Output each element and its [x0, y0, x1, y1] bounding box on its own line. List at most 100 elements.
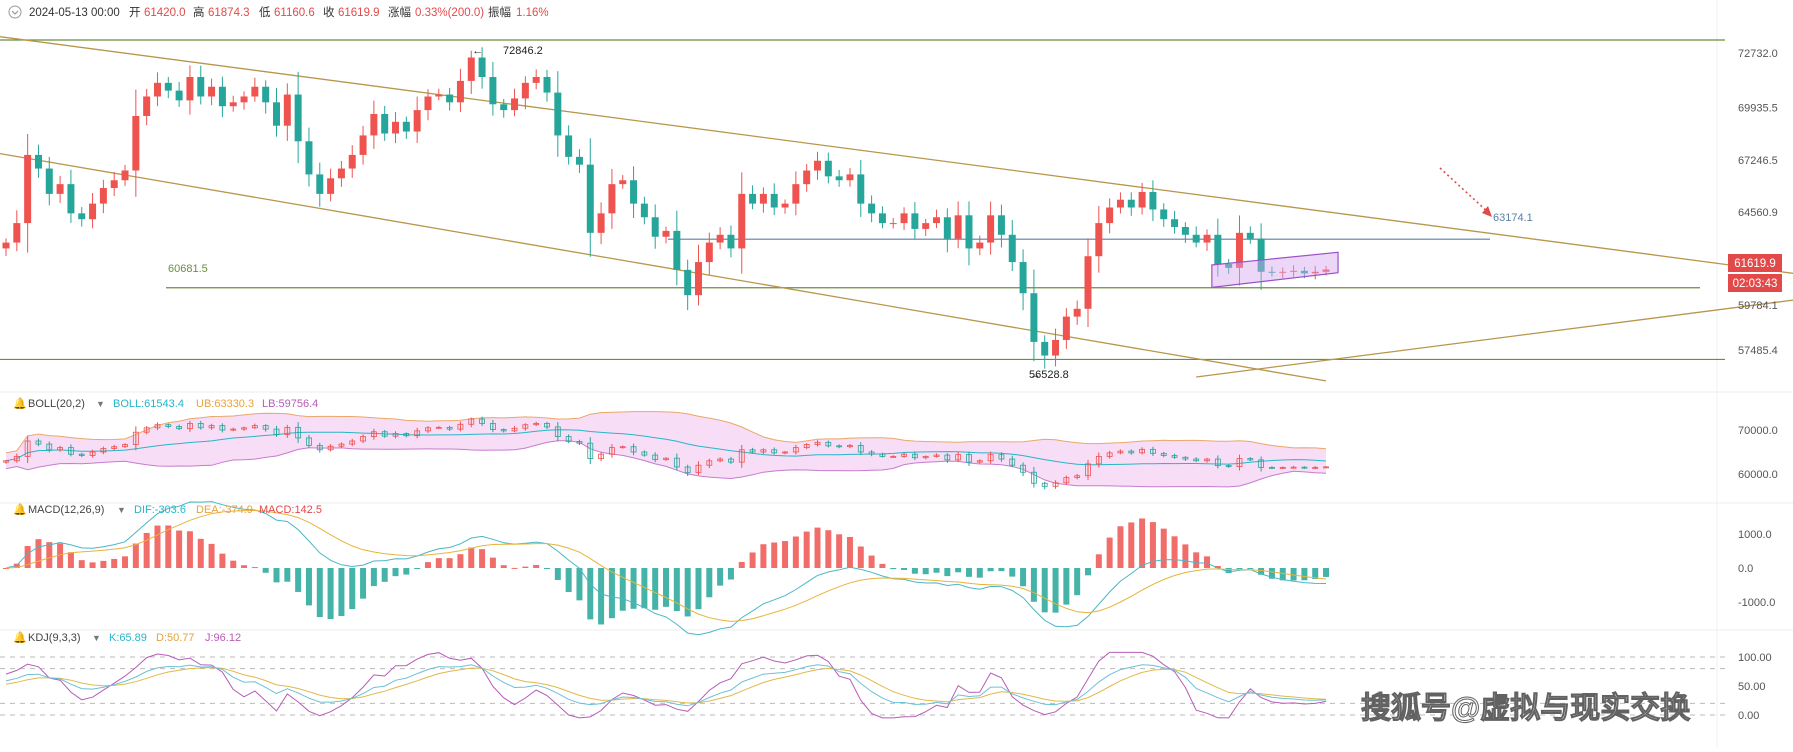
- candle-body: [922, 223, 930, 229]
- price-tick-label: 64560.9: [1738, 207, 1778, 219]
- macd-histogram-bar: [122, 556, 129, 568]
- candle-body: [197, 76, 205, 97]
- macd-histogram-bar: [381, 568, 388, 582]
- boll-candle-body: [554, 426, 561, 438]
- macd-legend[interactable]: 🔔 MACD(12,26,9) ▼ DIF:-303.6 DEA:-374.9 …: [13, 503, 322, 516]
- price-axis[interactable]: 72732.069935.567246.564560.962174.759784…: [1738, 48, 1778, 357]
- macd-histogram-bar: [78, 560, 85, 568]
- candle-body: [262, 86, 270, 103]
- macd-histogram-bar: [457, 554, 464, 568]
- candle-body: [1095, 223, 1103, 257]
- candle-body: [110, 180, 118, 189]
- boll-candle-body: [414, 430, 421, 437]
- caret-down-icon[interactable]: ▼: [117, 505, 126, 515]
- candle-body: [34, 154, 42, 169]
- boll-candle-body: [533, 422, 540, 426]
- boll-candle-body: [273, 428, 280, 435]
- macd-histogram-bar: [901, 568, 908, 570]
- trend-line-3: [1196, 299, 1793, 378]
- boll-legend[interactable]: 🔔 BOLL(20,2) ▼ BOLL:61543.4 UB:63330.3 L…: [13, 397, 318, 410]
- price-pane[interactable]: ←→: [0, 33, 1793, 382]
- candle-body: [651, 217, 659, 237]
- boll-upper-line: [5, 411, 1327, 454]
- macd-value: MACD:142.5: [259, 504, 322, 516]
- boll-candle-body: [847, 444, 853, 448]
- candle-body: [56, 184, 64, 194]
- trend-line-1: [0, 36, 1793, 274]
- boll-pane[interactable]: 70000.0 60000.0: [3, 411, 1778, 490]
- boll-candle-body: [100, 448, 107, 453]
- macd-histogram-bar: [57, 543, 64, 568]
- candle-body: [575, 156, 583, 165]
- macd-histogram-bar: [695, 568, 702, 610]
- boll-candle-body: [825, 441, 832, 447]
- candle-body: [305, 141, 313, 175]
- macd-pane[interactable]: 1000.0 0.0 -1000.0: [3, 501, 1775, 636]
- boll-band-fill: [6, 411, 1326, 487]
- candle-body: [749, 193, 757, 204]
- candle-body: [1084, 256, 1092, 309]
- boll-ub: UB:63330.3: [196, 398, 254, 410]
- boll-candle-body: [197, 422, 204, 429]
- projection-arrow-line: [1439, 167, 1491, 215]
- kdj-pane[interactable]: 100.00 50.00 0.00: [0, 651, 1772, 722]
- candle-body: [348, 154, 356, 169]
- candle-body: [1246, 232, 1254, 239]
- candle-body: [868, 203, 876, 214]
- macd-histogram-bar: [89, 562, 96, 568]
- boll-candle-body: [1171, 455, 1178, 458]
- macd-tick-label: 1000.0: [1738, 529, 1772, 541]
- chevron-down-icon: [11, 10, 19, 15]
- boll-candle-body: [230, 428, 237, 431]
- candle-body: [143, 96, 151, 116]
- macd-histogram-bar: [933, 568, 940, 573]
- candle-body: [1138, 191, 1146, 208]
- macd-histogram-bar: [522, 566, 529, 568]
- amp-label: 振幅: [488, 5, 511, 19]
- low-arrow: →: [1030, 369, 1041, 381]
- candle-body: [1322, 269, 1330, 272]
- low-label: 低: [259, 6, 271, 19]
- boll-candle-body: [457, 423, 464, 430]
- caret-down-icon[interactable]: ▼: [92, 633, 101, 643]
- kdj-legend[interactable]: 🔔 KDJ(9,3,3) ▼ K:65.89 D:50.77 J:96.12: [13, 631, 241, 644]
- macd-histogram-bar: [684, 568, 691, 617]
- boll-candle-body: [738, 449, 745, 463]
- macd-histogram-bar: [598, 568, 605, 625]
- candle-body: [240, 96, 248, 103]
- kdj-d-line: [5, 667, 1327, 704]
- boll-candle-body: [609, 447, 615, 455]
- boll-candle-body: [46, 443, 53, 451]
- boll-candle-body: [544, 422, 550, 428]
- price-tick-label: 72732.0: [1738, 48, 1778, 60]
- caret-down-icon[interactable]: ▼: [96, 399, 105, 409]
- macd-histogram-bar: [154, 525, 161, 568]
- candle-body: [543, 76, 551, 93]
- macd-histogram-bar: [749, 552, 756, 568]
- boll-candle-body: [1106, 452, 1113, 457]
- annot-low: 56528.8: [1029, 369, 1069, 381]
- bell-icon: 🔔: [13, 631, 27, 644]
- macd-histogram-bar: [468, 547, 475, 568]
- boll-candle-body: [1225, 465, 1232, 468]
- candle-body: [467, 57, 475, 81]
- boll-candle-body: [1247, 458, 1254, 461]
- boll-candle-body: [360, 436, 366, 442]
- kdj-tick-label: 50.00: [1738, 681, 1766, 693]
- boll-candle-body: [435, 426, 442, 429]
- candle-body: [175, 90, 183, 101]
- macd-histogram-bar: [911, 568, 918, 574]
- candle-body: [997, 215, 1005, 235]
- macd-histogram-bar: [879, 563, 886, 568]
- boll-candle-body: [479, 418, 485, 424]
- macd-histogram-bar: [24, 545, 31, 568]
- macd-histogram-bar: [576, 568, 583, 601]
- collapse-icon[interactable]: [8, 5, 22, 19]
- boll-candle-body: [749, 449, 756, 453]
- macd-histogram-bar: [846, 536, 853, 568]
- macd-histogram-bar: [1139, 518, 1146, 568]
- boll-candle-body: [641, 451, 648, 456]
- boll-candle-body: [403, 433, 410, 437]
